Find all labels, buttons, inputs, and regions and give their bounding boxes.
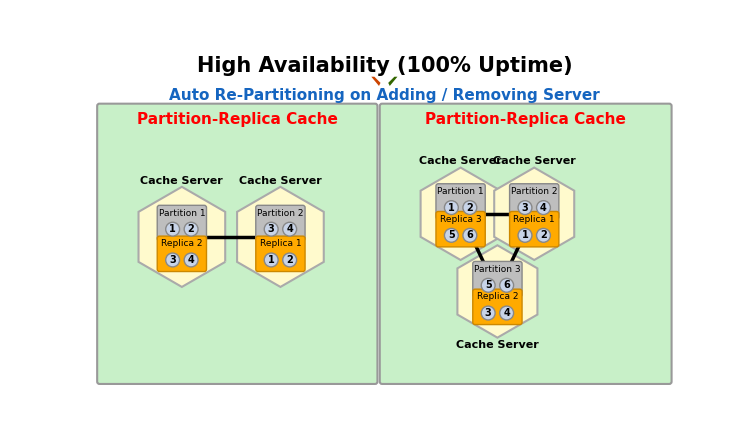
- Circle shape: [463, 228, 477, 242]
- Text: 4: 4: [540, 203, 547, 213]
- FancyBboxPatch shape: [436, 184, 485, 219]
- Circle shape: [482, 278, 495, 292]
- Text: Partition 1: Partition 1: [158, 208, 206, 217]
- Text: Replica 1: Replica 1: [260, 239, 302, 248]
- Polygon shape: [237, 187, 324, 287]
- Text: 6: 6: [503, 280, 510, 290]
- Circle shape: [445, 228, 458, 242]
- FancyBboxPatch shape: [436, 211, 485, 247]
- Text: 1: 1: [170, 224, 176, 234]
- Text: 5: 5: [448, 230, 454, 240]
- Text: Cache Server: Cache Server: [419, 156, 502, 166]
- Polygon shape: [388, 77, 398, 86]
- Text: 1: 1: [521, 230, 528, 240]
- Text: Auto Re-Partitioning on Adding / Removing Server: Auto Re-Partitioning on Adding / Removin…: [169, 89, 600, 103]
- FancyBboxPatch shape: [98, 104, 377, 384]
- Text: 4: 4: [188, 255, 194, 265]
- Polygon shape: [421, 168, 500, 260]
- FancyBboxPatch shape: [256, 236, 305, 272]
- Text: Partition 1: Partition 1: [437, 187, 484, 196]
- Text: 1: 1: [448, 203, 454, 213]
- Circle shape: [518, 228, 532, 242]
- Text: 2: 2: [286, 255, 293, 265]
- Text: Cache Server: Cache Server: [493, 156, 575, 166]
- Circle shape: [500, 306, 514, 320]
- Text: 3: 3: [521, 203, 528, 213]
- Text: Cache Server: Cache Server: [239, 176, 322, 186]
- Circle shape: [536, 228, 550, 242]
- Circle shape: [536, 201, 550, 214]
- Text: Partition 3: Partition 3: [474, 265, 520, 273]
- Circle shape: [283, 222, 296, 236]
- FancyBboxPatch shape: [472, 261, 522, 297]
- Circle shape: [463, 201, 477, 214]
- Circle shape: [283, 253, 296, 267]
- Text: High Availability (100% Uptime): High Availability (100% Uptime): [196, 56, 572, 76]
- Text: 2: 2: [188, 224, 194, 234]
- Circle shape: [264, 253, 278, 267]
- Polygon shape: [458, 245, 538, 338]
- Text: Partition 2: Partition 2: [511, 187, 557, 196]
- FancyBboxPatch shape: [509, 184, 559, 219]
- Text: Partition-Replica Cache: Partition-Replica Cache: [136, 112, 338, 127]
- FancyBboxPatch shape: [158, 205, 206, 241]
- Text: Partition 2: Partition 2: [257, 208, 304, 217]
- Text: 4: 4: [286, 224, 293, 234]
- FancyBboxPatch shape: [256, 205, 305, 241]
- Text: 4: 4: [503, 308, 510, 318]
- Text: 1: 1: [268, 255, 274, 265]
- Text: Cache Server: Cache Server: [140, 176, 224, 186]
- Circle shape: [264, 222, 278, 236]
- Text: Cache Server: Cache Server: [456, 340, 538, 350]
- Circle shape: [445, 201, 458, 214]
- Text: 2: 2: [540, 230, 547, 240]
- Circle shape: [184, 222, 198, 236]
- Text: 6: 6: [466, 230, 473, 240]
- Text: 3: 3: [268, 224, 274, 234]
- Text: Replica 2: Replica 2: [161, 239, 202, 248]
- FancyBboxPatch shape: [472, 289, 522, 325]
- Text: Partition-Replica Cache: Partition-Replica Cache: [424, 112, 626, 127]
- Circle shape: [500, 278, 514, 292]
- Circle shape: [166, 222, 179, 236]
- Circle shape: [518, 201, 532, 214]
- Polygon shape: [139, 187, 225, 287]
- Text: 3: 3: [484, 308, 491, 318]
- Text: Replica 2: Replica 2: [477, 293, 518, 301]
- Text: 2: 2: [466, 203, 473, 213]
- FancyBboxPatch shape: [380, 104, 671, 384]
- Text: Replica 3: Replica 3: [440, 215, 482, 224]
- Circle shape: [166, 253, 179, 267]
- Text: Replica 1: Replica 1: [514, 215, 555, 224]
- FancyBboxPatch shape: [509, 211, 559, 247]
- Polygon shape: [494, 168, 574, 260]
- Circle shape: [184, 253, 198, 267]
- FancyBboxPatch shape: [158, 236, 206, 272]
- Text: 5: 5: [484, 280, 491, 290]
- Circle shape: [482, 306, 495, 320]
- Polygon shape: [371, 77, 380, 86]
- Text: 3: 3: [170, 255, 176, 265]
